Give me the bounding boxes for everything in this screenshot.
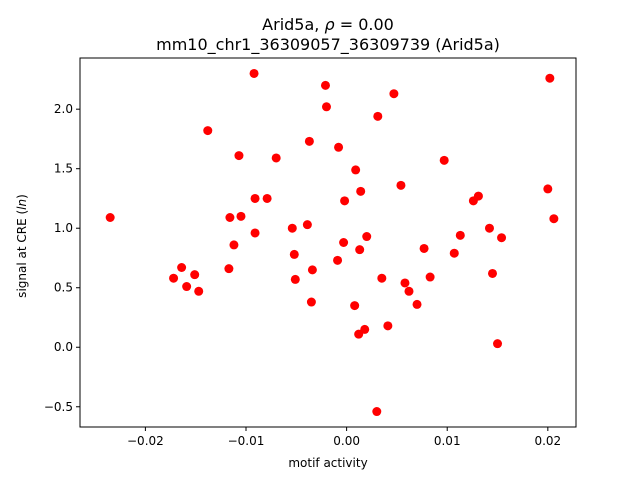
data-point [493, 339, 503, 349]
data-point [377, 273, 387, 283]
y-tick-label: −0.5 [44, 400, 73, 414]
data-point [190, 270, 200, 280]
axis-ticks: −0.02 −0.01 0.00 0.01 0.02 −0.5 0.0 0.5 1.0 1.5 2.… [44, 102, 561, 448]
data-point [236, 211, 246, 221]
x-tick-label: 0.00 [333, 434, 360, 448]
data-point [362, 232, 372, 242]
data-point [229, 240, 239, 250]
data-point [250, 228, 260, 238]
y-tick-label: 0.0 [54, 340, 73, 354]
data-point [302, 220, 312, 230]
data-point [320, 80, 330, 90]
data-point [473, 191, 483, 201]
data-point [339, 238, 349, 247]
data-point [373, 111, 383, 121]
data-point [250, 193, 260, 203]
data-point [356, 186, 366, 196]
data-point [334, 142, 344, 152]
data-point [383, 321, 393, 331]
data-point [105, 213, 115, 223]
chart-title: Arid5a, ρ = 0.00 [262, 15, 394, 34]
data-point [351, 165, 361, 175]
x-tick-label: 0.02 [534, 434, 561, 448]
data-point [340, 196, 350, 206]
data-point [224, 264, 234, 274]
data-point [455, 230, 465, 240]
data-point [439, 155, 449, 165]
data-point [249, 68, 259, 78]
data-point [354, 329, 364, 339]
data-point [543, 184, 553, 194]
x-axis-label: motif activity [288, 456, 367, 470]
data-point [389, 89, 399, 99]
chart-title-prefix: Arid5a, [262, 15, 324, 34]
data-point [419, 243, 429, 253]
y-axis-label-prefix: signal at CRE ( [15, 210, 29, 298]
y-tick-label: 0.5 [54, 281, 73, 295]
data-point [333, 255, 343, 265]
data-point [182, 282, 192, 292]
y-tick-label: 1.5 [54, 162, 73, 176]
data-point [487, 268, 497, 278]
data-point [289, 249, 299, 259]
data-point [203, 126, 213, 136]
chart-subtitle: mm10_chr1_36309057_36309739 (Arid5a) [156, 35, 500, 55]
data-point [400, 278, 410, 288]
data-point [169, 273, 179, 283]
data-point [306, 297, 316, 307]
data-point [262, 193, 272, 203]
x-tick-label: 0.01 [434, 434, 461, 448]
plot-frame [79, 57, 577, 428]
data-point [404, 286, 414, 296]
y-axis-label: signal at CRE (ln) [15, 194, 29, 298]
x-tick-label: −0.01 [228, 434, 265, 448]
data-point [287, 223, 297, 233]
data-point [290, 274, 300, 284]
chart-title-rho-value: = 0.00 [335, 15, 394, 34]
data-point [412, 299, 422, 309]
y-tick-label: 1.0 [54, 221, 73, 235]
data-point [194, 286, 204, 296]
data-point [449, 248, 459, 258]
data-point [321, 102, 331, 112]
data-point [177, 262, 187, 272]
data-point [225, 213, 235, 223]
data-point [234, 151, 244, 161]
data-point [304, 136, 314, 146]
data-point [484, 223, 494, 233]
data-point [271, 153, 281, 163]
data-point [307, 265, 317, 275]
y-axis-label-suffix: ) [15, 194, 29, 199]
data-point [396, 180, 406, 190]
data-point [497, 233, 507, 243]
data-point [425, 272, 435, 282]
y-axis-label-italic: ln [15, 199, 29, 210]
data-point [545, 73, 555, 83]
y-tick-label: 2.0 [54, 102, 73, 116]
data-point [549, 214, 559, 224]
chart-title-rho-symbol: ρ [324, 15, 334, 34]
data-point [360, 324, 370, 334]
x-tick-label: −0.02 [127, 434, 164, 448]
data-point [372, 407, 382, 417]
data-point [350, 301, 360, 311]
data-point [355, 245, 365, 255]
data-points [105, 68, 559, 417]
